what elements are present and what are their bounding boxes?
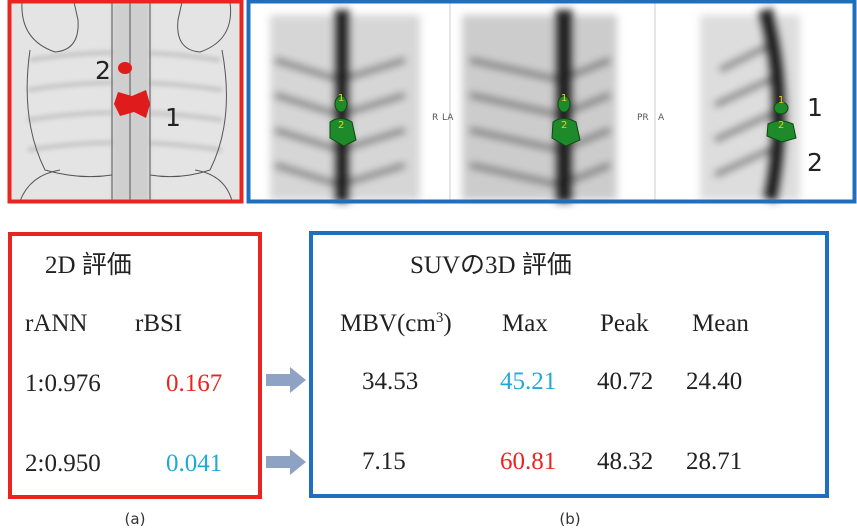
view-label: LA xyxy=(442,113,454,123)
lesion-tag: 1 xyxy=(561,93,567,104)
cell: 0.041 xyxy=(166,450,222,477)
column-header: rANN xyxy=(25,310,88,337)
table-title: 2D 評価 xyxy=(45,251,132,279)
spect-images: R LA PR A 1 2 1 2 1 2 1 2 xyxy=(249,2,855,202)
lesion-tag: 2 xyxy=(561,120,567,131)
cell: 24.40 xyxy=(686,368,742,395)
figure: 2 1 R LA PR A 1 2 1 2 1 2 1 2 2D 評価 rANN… xyxy=(0,0,857,531)
lesion-tag: 1 xyxy=(338,93,344,104)
header-sup: 3 xyxy=(436,310,444,326)
cell: 34.53 xyxy=(362,368,418,395)
lesion-tag: 2 xyxy=(778,120,784,131)
caption: (b) xyxy=(559,510,580,528)
cell: 28.71 xyxy=(686,448,742,475)
header-part: ) xyxy=(443,310,451,337)
column-header: Mean xyxy=(692,310,749,337)
side-label: 1 xyxy=(807,93,823,122)
cell: 48.32 xyxy=(597,448,653,475)
arrow xyxy=(266,367,306,393)
view-label: R xyxy=(432,113,438,123)
side-label: 2 xyxy=(807,148,823,177)
table-title: SUVの3D 評価 xyxy=(410,251,572,279)
lesion-label: 2 xyxy=(95,56,111,85)
cell: 60.81 xyxy=(500,448,556,475)
column-header: Max xyxy=(502,310,548,337)
cell: 1:0.976 xyxy=(25,370,101,397)
cell: 45.21 xyxy=(500,368,556,395)
cell: 40.72 xyxy=(597,368,653,395)
lesion-tag: 2 xyxy=(338,120,344,131)
cell: 2:0.950 xyxy=(25,450,101,477)
planar-image: 2 1 xyxy=(10,2,241,201)
cell: 7.15 xyxy=(362,448,406,475)
header-part: MBV(cm xyxy=(340,310,436,337)
arrow xyxy=(266,449,306,475)
caption: (a) xyxy=(125,510,146,528)
column-header: rBSI xyxy=(135,310,182,337)
cell: 0.167 xyxy=(166,370,222,397)
lesion-tag: 1 xyxy=(778,95,784,106)
column-header: MBV(cm3) xyxy=(340,310,452,337)
view-label: A xyxy=(658,113,665,123)
lesion-label: 1 xyxy=(165,103,181,132)
column-header: Peak xyxy=(600,310,649,337)
view-label: PR xyxy=(637,113,649,123)
